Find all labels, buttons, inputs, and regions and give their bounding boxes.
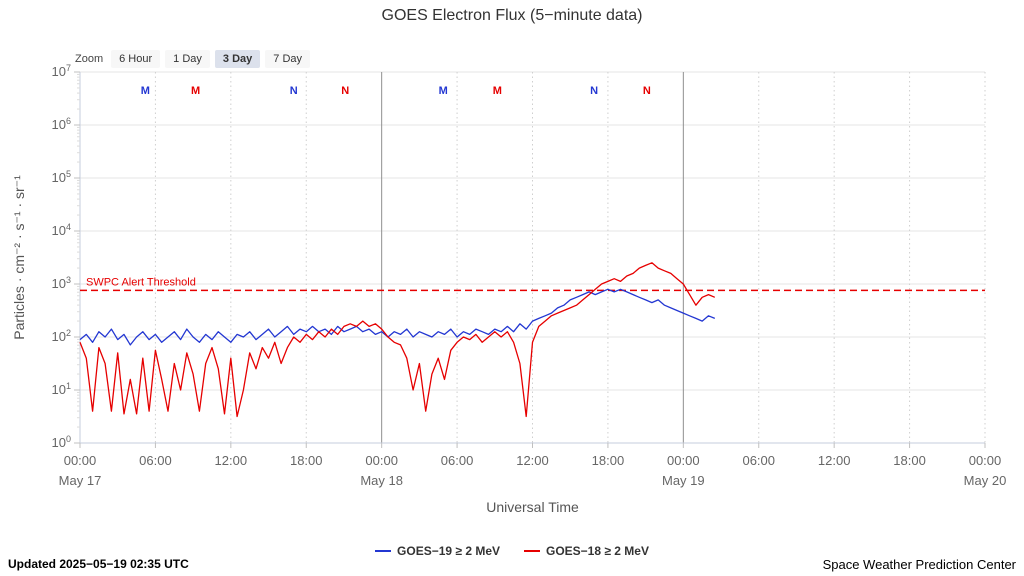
legend-swatch-goes18 — [524, 550, 540, 552]
plot-area[interactable] — [80, 72, 985, 443]
x-tick-label: 18:00 — [290, 453, 323, 468]
event-marker-m: M — [141, 85, 150, 97]
y-tick-label: 101 — [52, 381, 71, 397]
series-line-goes19 — [79, 288, 716, 346]
x-tick-label: 00:00 — [667, 453, 700, 468]
legend-swatch-goes19 — [375, 550, 392, 552]
x-date-label: May 17 — [59, 473, 102, 488]
axes — [74, 71, 986, 448]
x-axis-title: Universal Time — [486, 499, 579, 515]
x-tick-label: 12:00 — [818, 453, 851, 468]
x-tick-label: 00:00 — [365, 453, 398, 468]
event-marker-m: M — [493, 85, 502, 97]
chart-title: GOES Electron Flux (5−minute data) — [381, 7, 643, 24]
x-date-label: May 20 — [964, 473, 1007, 488]
updated-timestamp: Updated 2025−05−19 02:35 UTC — [8, 557, 189, 571]
legend-label-goes19: GOES−19 ≥ 2 MeV — [397, 544, 500, 558]
event-marker-n: N — [341, 85, 349, 97]
legend-label-goes18: GOES−18 ≥ 2 MeV — [546, 544, 649, 558]
x-tick-label: 06:00 — [139, 453, 172, 468]
axis-labels: 100 101 102 103 104 105 106 107 00:00 06:00 12:00 1… — [11, 63, 1006, 515]
event-marker-n: N — [590, 85, 598, 97]
y-tick-label: 102 — [52, 328, 71, 344]
x-tick-label: 06:00 — [742, 453, 775, 468]
y-tick-label: 107 — [52, 63, 71, 79]
x-date-label: May 19 — [662, 473, 705, 488]
zoom-button-7day[interactable]: 7 Day — [265, 50, 311, 68]
y-tick-label: 104 — [52, 222, 71, 238]
legend: GOES−19 ≥ 2 MeV GOES−18 ≥ 2 MeV — [0, 544, 1024, 558]
x-tick-label: 18:00 — [893, 453, 926, 468]
event-marker-m: M — [191, 85, 200, 97]
zoom-button-1day[interactable]: 1 Day — [165, 50, 210, 68]
x-tick-label: 18:00 — [592, 453, 625, 468]
zoom-button-3day[interactable]: 3 Day — [214, 50, 261, 68]
source-credit: Space Weather Prediction Center — [822, 557, 1016, 572]
legend-item-goes18[interactable]: GOES−18 ≥ 2 MeV — [524, 544, 649, 558]
threshold-label: SWPC Alert Threshold — [86, 276, 196, 288]
y-tick-label: 105 — [52, 169, 71, 185]
x-tick-label: 06:00 — [441, 453, 474, 468]
y-tick-label: 106 — [52, 116, 71, 132]
x-date-label: May 18 — [360, 473, 403, 488]
x-tick-label: 00:00 — [969, 453, 1002, 468]
event-marker-m: M — [439, 85, 448, 97]
y-axis-title: Particles · cm⁻² · s⁻¹ · sr⁻¹ — [11, 175, 27, 340]
zoom-bar: Zoom 6 Hour 1 Day 3 Day 7 Day — [75, 50, 311, 68]
series-line-goes18 — [79, 262, 716, 418]
zoom-label: Zoom — [75, 53, 104, 65]
x-tick-label: 00:00 — [64, 453, 97, 468]
event-marker-n: N — [290, 85, 298, 97]
y-tick-label: 103 — [52, 275, 71, 291]
event-marker-n: N — [643, 85, 651, 97]
legend-item-goes19[interactable]: GOES−19 ≥ 2 MeV — [375, 544, 500, 558]
alert-threshold: SWPC Alert Threshold — [80, 276, 985, 292]
zoom-button-6hour[interactable]: 6 Hour — [111, 50, 161, 68]
x-tick-label: 12:00 — [516, 453, 549, 468]
y-tick-label: 100 — [52, 434, 71, 450]
x-tick-label: 12:00 — [215, 453, 248, 468]
